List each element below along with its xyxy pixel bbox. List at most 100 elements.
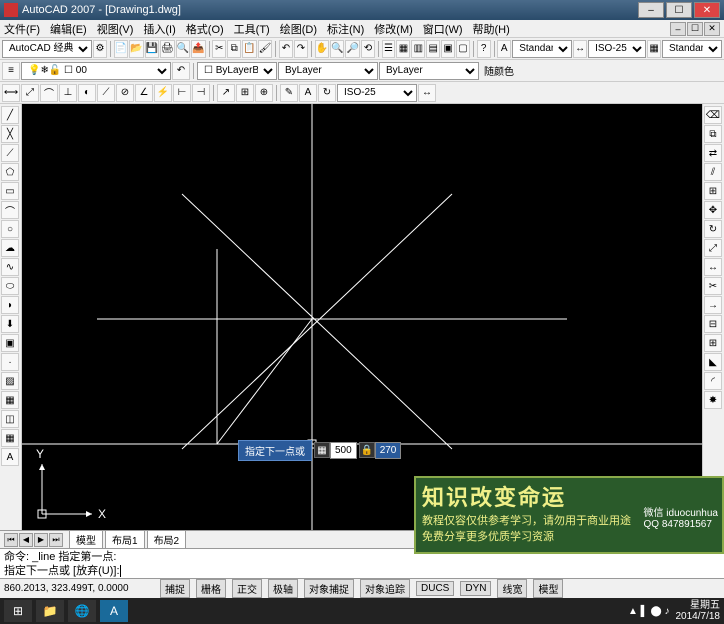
qleader-icon[interactable]: ↗	[217, 84, 235, 102]
menu-modify[interactable]: 修改(M)	[374, 21, 413, 37]
dyn-angle[interactable]: 270	[375, 442, 402, 459]
dimupdate-icon[interactable]: ↻	[318, 84, 336, 102]
open-icon[interactable]: 📂	[129, 40, 143, 58]
layer-selector[interactable]: 💡❄🔓 ☐ 00	[21, 62, 171, 80]
grid-toggle[interactable]: 栅格	[196, 579, 226, 598]
explorer-icon[interactable]: 📁	[36, 600, 64, 622]
dyn-toggle[interactable]: DYN	[460, 581, 491, 596]
extend-icon[interactable]: →	[704, 296, 722, 314]
copy-icon[interactable]: ⧉	[227, 40, 241, 58]
menu-help[interactable]: 帮助(H)	[473, 21, 510, 37]
snap-toggle[interactable]: 捕捉	[160, 579, 190, 598]
mdi-close-button[interactable]: ✕	[704, 22, 720, 36]
ellipse-icon[interactable]: ⬭	[1, 277, 19, 295]
offset-icon[interactable]: ⫽	[704, 163, 722, 181]
plot-icon[interactable]: 🖨	[160, 40, 175, 58]
polygon-icon[interactable]: ⬠	[1, 163, 19, 181]
save-icon[interactable]: 💾	[145, 40, 159, 58]
dyn-distance[interactable]: 500	[330, 442, 357, 459]
menu-format[interactable]: 格式(O)	[186, 21, 224, 37]
redo-icon[interactable]: ↷	[294, 40, 308, 58]
rectangle-icon[interactable]: ▭	[1, 182, 19, 200]
lwt-toggle[interactable]: 线宽	[497, 579, 527, 598]
spline-icon[interactable]: ∿	[1, 258, 19, 276]
menu-draw[interactable]: 绘图(D)	[280, 21, 317, 37]
tab-model[interactable]: 模型	[69, 530, 103, 549]
start-button[interactable]: ⊞	[4, 600, 32, 622]
dimstyle-mgr-icon[interactable]: ↔	[418, 84, 436, 102]
osnap-toggle[interactable]: 对象捕捉	[304, 579, 354, 598]
workspace-selector[interactable]: AutoCAD 经典	[2, 40, 92, 58]
stretch-icon[interactable]: ↔	[704, 258, 722, 276]
dimstyle-selector[interactable]: ISO-25	[588, 40, 646, 58]
dim-diameter-icon[interactable]: ⊘	[116, 84, 134, 102]
line-icon[interactable]: ╱	[1, 106, 19, 124]
toolpalettes-icon[interactable]: ▥	[411, 40, 425, 58]
polar-toggle[interactable]: 极轴	[268, 579, 298, 598]
lineweight-selector[interactable]: ByLayer	[379, 62, 479, 80]
ellipsearc-icon[interactable]: ◗	[1, 296, 19, 314]
chamfer-icon[interactable]: ◣	[704, 353, 722, 371]
trim-icon[interactable]: ✂	[704, 277, 722, 295]
dim-jogged-icon[interactable]: ⟋	[97, 84, 115, 102]
drawing-canvas[interactable]: XY 指定下一点或 ▦ 500 🔒 270	[22, 104, 702, 530]
new-icon[interactable]: 📄	[114, 40, 128, 58]
tab-prev-button[interactable]: ◀	[19, 533, 33, 547]
tab-layout1[interactable]: 布局1	[105, 530, 145, 549]
menu-tools[interactable]: 工具(T)	[234, 21, 270, 37]
break-icon[interactable]: ⊟	[704, 315, 722, 333]
markup-icon[interactable]: ▣	[441, 40, 455, 58]
tab-first-button[interactable]: ⏮	[4, 533, 18, 547]
point-icon[interactable]: ·	[1, 353, 19, 371]
tab-next-button[interactable]: ▶	[34, 533, 48, 547]
layer-prev-icon[interactable]: ↶	[172, 62, 190, 80]
pan-icon[interactable]: ✋	[315, 40, 329, 58]
table-icon[interactable]: ▦	[1, 429, 19, 447]
dim-ordinate-icon[interactable]: ⊥	[59, 84, 77, 102]
block-icon[interactable]: ▣	[1, 334, 19, 352]
menu-view[interactable]: 视图(V)	[97, 21, 134, 37]
dim-baseline-icon[interactable]: ⊢	[173, 84, 191, 102]
region-icon[interactable]: ◫	[1, 410, 19, 428]
zoom-win-icon[interactable]: 🔎	[345, 40, 359, 58]
join-icon[interactable]: ⊞	[704, 334, 722, 352]
dim-aligned-icon[interactable]: ⤢	[21, 84, 39, 102]
dim-quick-icon[interactable]: ⚡	[154, 84, 172, 102]
menu-dimension[interactable]: 标注(N)	[327, 21, 364, 37]
gradient-icon[interactable]: ▦	[1, 391, 19, 409]
array-icon[interactable]: ⊞	[704, 182, 722, 200]
publish-icon[interactable]: 📤	[191, 40, 205, 58]
undo-icon[interactable]: ↶	[279, 40, 293, 58]
hatch-icon[interactable]: ▨	[1, 372, 19, 390]
otrack-toggle[interactable]: 对象追踪	[360, 579, 410, 598]
color-selector[interactable]: ☐ ByLayerByLayer	[197, 62, 277, 80]
linetype-selector[interactable]: ByLayer	[278, 62, 378, 80]
textstyle-icon[interactable]: A	[497, 40, 511, 58]
textstyle-selector[interactable]: Standard	[512, 40, 572, 58]
move-icon[interactable]: ✥	[704, 201, 722, 219]
arc-icon[interactable]: ⌒	[1, 201, 19, 219]
tray-icons[interactable]: ▲ ▌ ⬤ ♪	[628, 606, 670, 617]
ducs-toggle[interactable]: DUCS	[416, 581, 454, 596]
menu-insert[interactable]: 插入(I)	[143, 21, 175, 37]
paste-icon[interactable]: 📋	[242, 40, 256, 58]
model-toggle[interactable]: 模型	[533, 579, 563, 598]
dim-continue-icon[interactable]: ⊣	[192, 84, 210, 102]
chrome-icon[interactable]: 🌐	[68, 600, 96, 622]
circle-icon[interactable]: ○	[1, 220, 19, 238]
mdi-minimize-button[interactable]: –	[670, 22, 686, 36]
explode-icon[interactable]: ✸	[704, 391, 722, 409]
qcalc-icon[interactable]: ▢	[456, 40, 470, 58]
copy-obj-icon[interactable]: ⧉	[704, 125, 722, 143]
help-icon[interactable]: ?	[477, 40, 491, 58]
menu-file[interactable]: 文件(F)	[4, 21, 40, 37]
close-button[interactable]: ✕	[694, 2, 720, 18]
layer-props-icon[interactable]: ≡	[2, 62, 20, 80]
cut-icon[interactable]: ✂	[212, 40, 226, 58]
sheetset-icon[interactable]: ▤	[426, 40, 440, 58]
ortho-toggle[interactable]: 正交	[232, 579, 262, 598]
dimstyle-icon[interactable]: ↔	[573, 40, 587, 58]
insert-icon[interactable]: ⬇	[1, 315, 19, 333]
dimedit-icon[interactable]: ✎	[280, 84, 298, 102]
fillet-icon[interactable]: ◜	[704, 372, 722, 390]
